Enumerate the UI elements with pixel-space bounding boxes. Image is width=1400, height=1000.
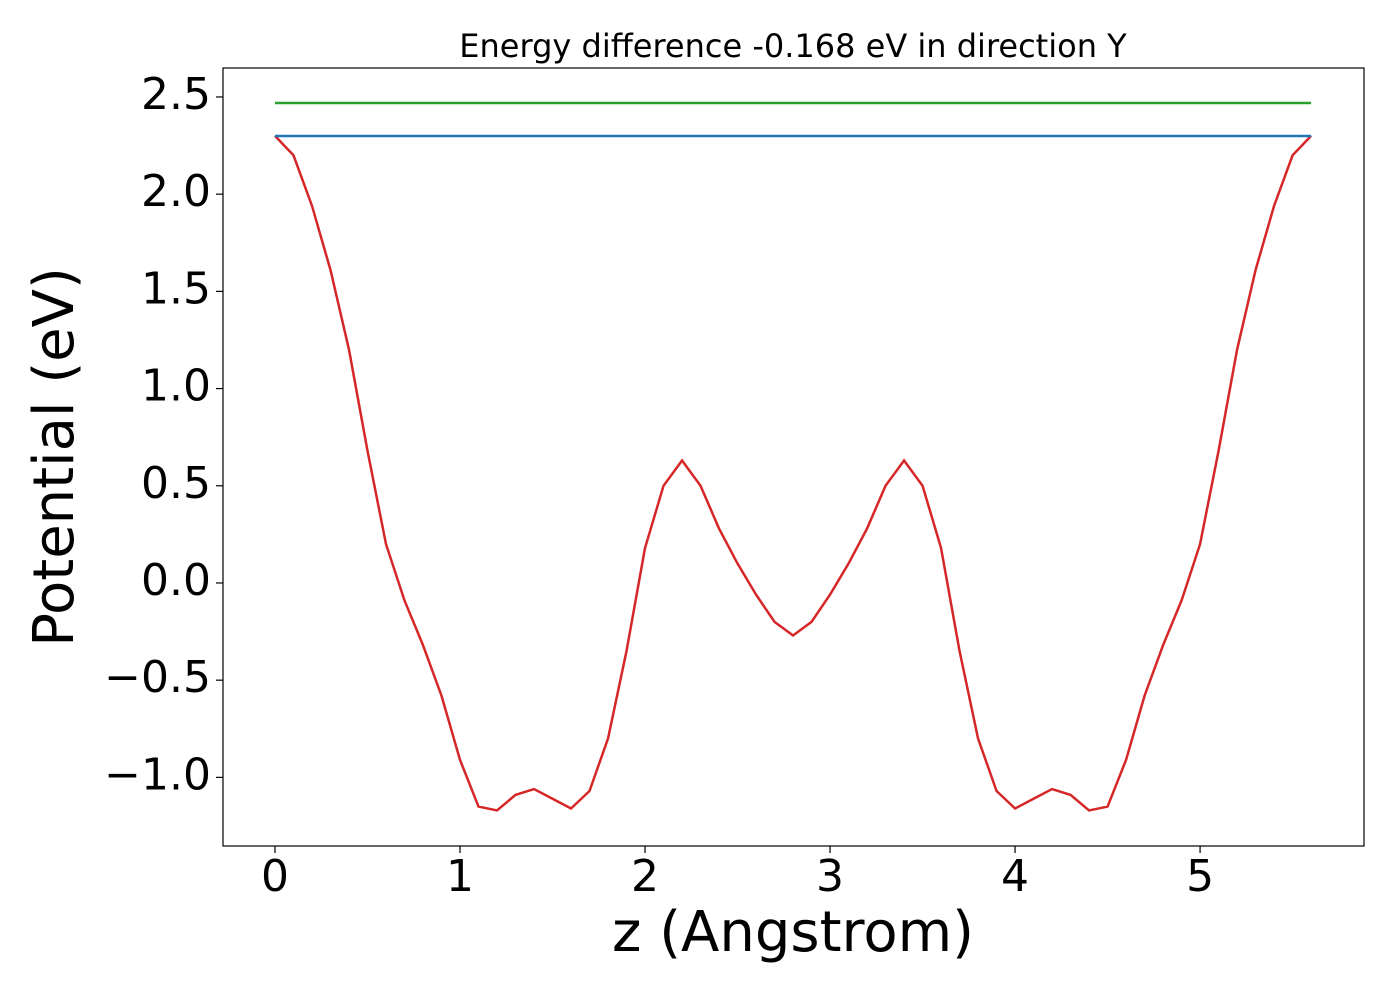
x-tick-label: 3 (816, 851, 844, 902)
y-tick-label: 2.0 (141, 166, 211, 217)
y-tick-label: 2.5 (141, 69, 211, 120)
chart-title: Energy difference -0.168 eV in direction… (459, 27, 1127, 65)
y-tick-label: 1.0 (141, 361, 211, 412)
x-tick-label: 1 (446, 851, 474, 902)
x-axis-label: z (Angstrom) (612, 900, 974, 965)
x-tick-label: 2 (631, 851, 659, 902)
x-tick-label: 4 (1001, 851, 1029, 902)
y-tick-label: 0.0 (141, 555, 211, 606)
y-axis-label: Potential (eV) (22, 267, 87, 647)
line-series (274, 134, 1312, 812)
x-tick-label: 5 (1186, 851, 1214, 902)
y-tick-label: −0.5 (104, 652, 211, 703)
y-tick-label: 1.5 (141, 263, 211, 314)
y-tick-label: 0.5 (141, 458, 211, 509)
x-tick-label: 0 (261, 851, 289, 902)
plot-frame (222, 67, 1365, 847)
y-tick-label: −1.0 (104, 749, 211, 800)
